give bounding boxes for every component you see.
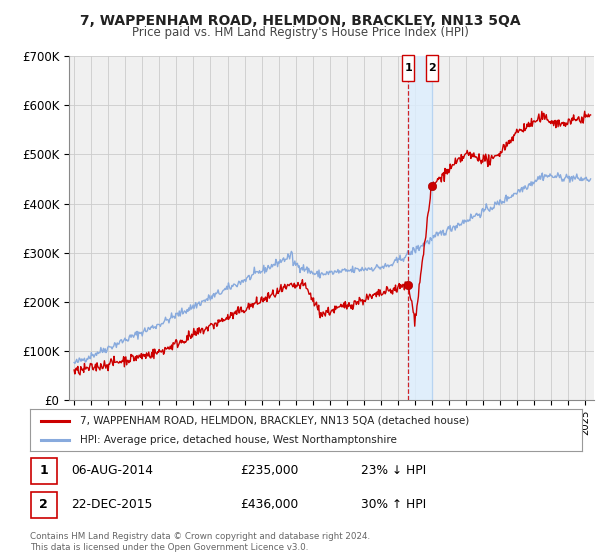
Text: £235,000: £235,000 bbox=[240, 464, 298, 478]
Bar bbox=[408, 56, 431, 400]
Text: 1: 1 bbox=[40, 464, 48, 478]
Text: 7, WAPPENHAM ROAD, HELMDON, BRACKLEY, NN13 5QA (detached house): 7, WAPPENHAM ROAD, HELMDON, BRACKLEY, NN… bbox=[80, 416, 469, 426]
Text: 06-AUG-2014: 06-AUG-2014 bbox=[71, 464, 154, 478]
FancyBboxPatch shape bbox=[31, 458, 57, 484]
Text: 7, WAPPENHAM ROAD, HELMDON, BRACKLEY, NN13 5QA: 7, WAPPENHAM ROAD, HELMDON, BRACKLEY, NN… bbox=[80, 14, 520, 28]
Text: 22-DEC-2015: 22-DEC-2015 bbox=[71, 498, 153, 511]
Text: 30% ↑ HPI: 30% ↑ HPI bbox=[361, 498, 427, 511]
FancyBboxPatch shape bbox=[31, 492, 57, 517]
Text: 1: 1 bbox=[404, 63, 412, 73]
Text: This data is licensed under the Open Government Licence v3.0.: This data is licensed under the Open Gov… bbox=[30, 543, 308, 552]
Text: 23% ↓ HPI: 23% ↓ HPI bbox=[361, 464, 427, 478]
FancyBboxPatch shape bbox=[426, 55, 437, 81]
Text: HPI: Average price, detached house, West Northamptonshire: HPI: Average price, detached house, West… bbox=[80, 435, 397, 445]
Text: Price paid vs. HM Land Registry's House Price Index (HPI): Price paid vs. HM Land Registry's House … bbox=[131, 26, 469, 39]
Text: 2: 2 bbox=[428, 63, 436, 73]
Text: Contains HM Land Registry data © Crown copyright and database right 2024.: Contains HM Land Registry data © Crown c… bbox=[30, 532, 370, 541]
FancyBboxPatch shape bbox=[402, 55, 414, 81]
Text: 2: 2 bbox=[40, 498, 48, 511]
Text: £436,000: £436,000 bbox=[240, 498, 298, 511]
